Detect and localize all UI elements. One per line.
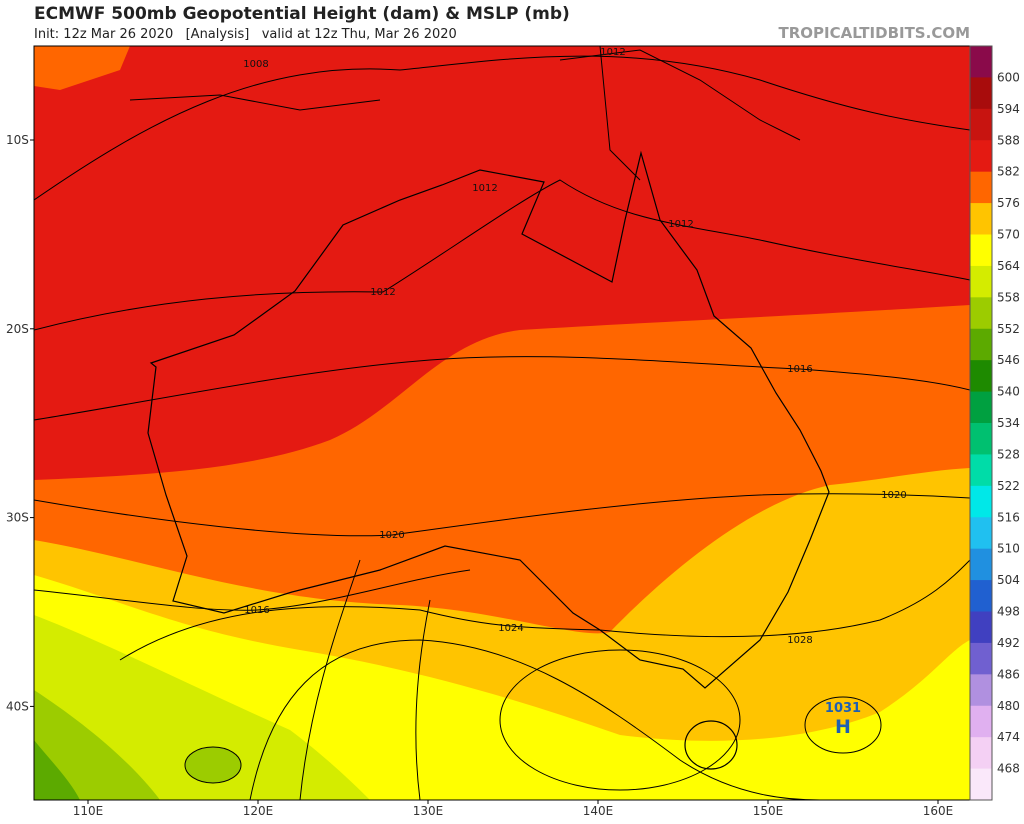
colorbar-block [970,360,992,393]
colorbar-label: 594 [997,102,1020,116]
colorbar-block [970,454,992,487]
coastline-tasmania [684,720,738,770]
colorbar-label: 492 [997,636,1020,650]
colorbar-block [970,77,992,110]
colorbar-block [970,297,992,330]
contour-label: 1012 [370,287,395,298]
colorbar-block [970,108,992,141]
colorbar-block [970,485,992,518]
coastline-north [129,46,801,181]
colorbar-block [970,580,992,612]
colorbar-block [970,611,992,644]
colorbar-label: 522 [997,479,1020,493]
colorbar-block [970,705,992,738]
lon-label: 120E [243,804,274,818]
colorbar-label: 534 [997,416,1020,430]
lon-label: 110E [73,804,104,818]
colorbar-label: 558 [997,290,1020,304]
colorbar-block [970,265,992,298]
colorbar-label: 504 [997,573,1020,587]
contour-label: 1020 [881,490,906,501]
colorbar-label: 474 [997,730,1020,744]
colorbar-label: 516 [997,510,1020,524]
colorbar-label: 570 [997,228,1020,242]
colorbar-block [970,423,992,455]
contours [34,55,970,800]
axis-labels: 10S 20S 30S 40S 110E 120E 130E 140E 150E 160E [6,133,953,818]
title: ECMWF 500mb Geopotential Height (dam) & … [34,4,570,24]
colorbar-label: 510 [997,542,1020,556]
colorbar-block [970,391,992,424]
band-582-north [34,46,130,90]
lat-label: 40S [6,699,29,713]
lon-label: 130E [413,804,444,818]
colorbar-block [970,171,992,204]
lat-label: 10S [6,133,29,147]
lon-label: 150E [753,804,784,818]
colorbar-block [970,674,992,707]
colorbar-block [970,737,992,770]
band-558-blob [184,746,242,784]
colorbar-frame [969,45,993,801]
colorbar-block [970,642,992,675]
colorbar-block [970,768,992,801]
colorbar-block [970,234,992,267]
map-area: 1008 1012 1012 1012 1012 1016 1020 1020 … [34,46,970,800]
watermark: TROPICALTIDBITS.COM [779,24,971,42]
lon-label: 160E [923,804,954,818]
colorbar-block [970,328,992,361]
colorbar-label: 486 [997,667,1020,681]
contour-label: 1012 [668,219,693,230]
colorbar-label: 480 [997,699,1020,713]
high-pressure-value: 1031 [825,701,861,716]
lat-label: 30S [6,511,29,525]
coastline-australia [147,150,830,689]
band-552 [34,740,80,800]
band-564 [34,615,370,800]
band-558 [34,690,160,800]
contour-label: 1008 [243,59,268,70]
colorbar-block [970,517,992,550]
lon-label: 140E [583,804,614,818]
colorbar-label: 540 [997,385,1020,399]
colorbar-block [970,548,992,581]
colorbar-label: 600 [997,70,1020,84]
high-pressure-marker: H [835,716,851,738]
subtitle: Init: 12z Mar 26 2020 [Analysis] valid a… [34,27,457,42]
colorbar-label: 576 [997,196,1020,210]
colorbar-label: 582 [997,165,1020,179]
colorbar-label: 498 [997,605,1020,619]
colorbar-label: 588 [997,133,1020,147]
contour-label: 1020 [379,530,404,541]
colorbar-block [970,203,992,235]
contour-label: 1012 [472,183,497,194]
colorbar-label: 546 [997,353,1020,367]
contour-label: 1016 [787,364,812,375]
contour-label: 1028 [787,635,812,646]
lat-label: 20S [6,322,29,336]
colorbar-label: 528 [997,447,1020,461]
contour-label: 1016 [244,605,269,616]
colorbar-block [970,46,992,78]
colorbar-label: 564 [997,259,1020,273]
colorbar-label: 552 [997,322,1020,336]
colorbar-block [970,140,992,173]
colorbar-label: 468 [997,762,1020,776]
colorbar: 600 594 588 582 576 570 564 558 552 546 540 534 528 5… [969,45,1020,801]
contour-label: 1012 [600,47,625,58]
contour-label: 1024 [498,623,523,634]
